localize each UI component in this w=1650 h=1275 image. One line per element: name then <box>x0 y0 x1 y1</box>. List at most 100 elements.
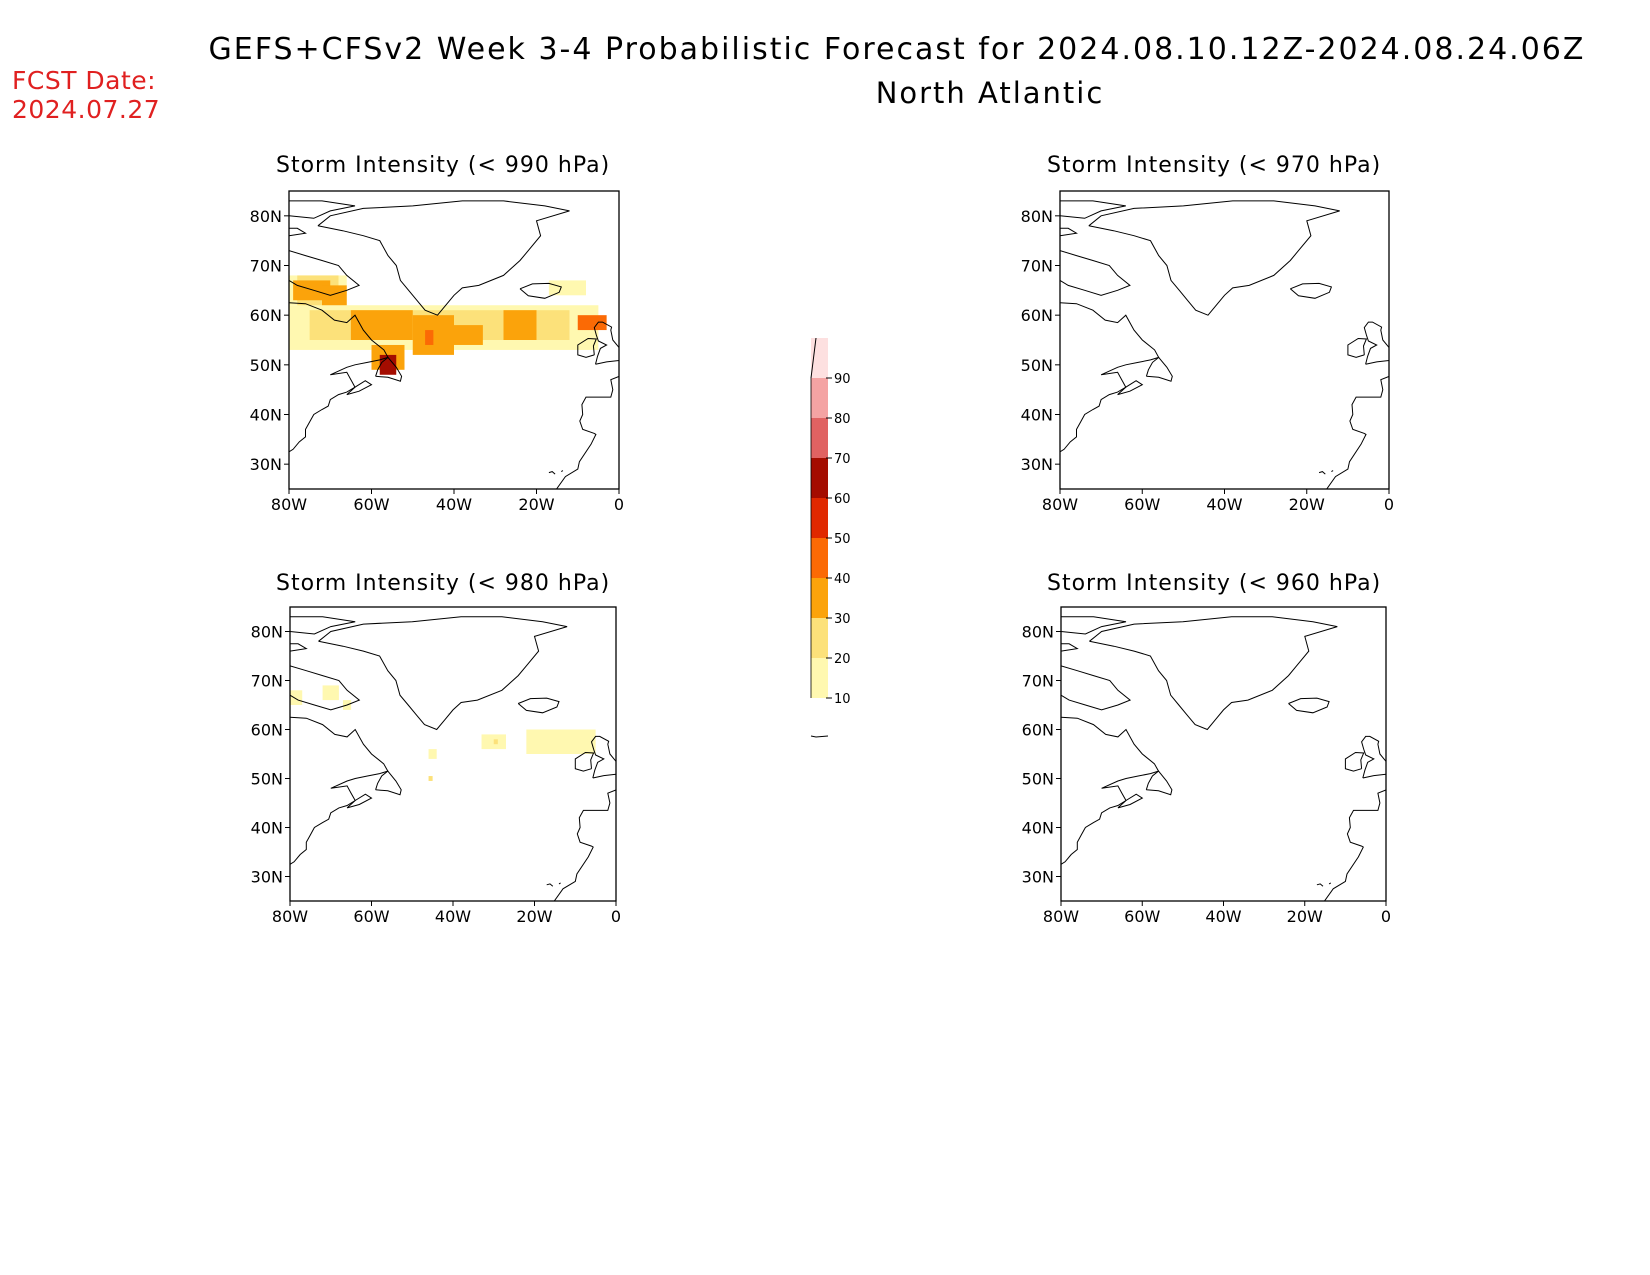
coastline <box>1145 356 1173 382</box>
prob-cell <box>379 354 397 375</box>
coastline <box>561 470 564 473</box>
y-tick-label: 60N <box>1021 306 1053 325</box>
coastline <box>1331 470 1334 473</box>
x-tick-label: 0 <box>1384 495 1394 514</box>
colorbar-tick-label: 30 <box>834 612 851 627</box>
colorbar-tick-label: 50 <box>834 532 851 547</box>
colorbar-swatch <box>811 378 828 418</box>
y-tick-label: 80N <box>1021 207 1053 226</box>
colorbar-tick-label: 80 <box>834 412 851 427</box>
colorbar-tick-label: 90 <box>834 372 851 387</box>
colorbar-swatch <box>811 498 828 538</box>
y-tick-label: 60N <box>1022 721 1054 740</box>
coastline <box>1060 302 1160 453</box>
prob-cell <box>454 325 483 345</box>
y-tick-label: 70N <box>1022 672 1054 691</box>
coastline <box>1288 697 1330 714</box>
panel-title: Storm Intensity (< 990 hPa) <box>276 153 610 178</box>
coastline <box>548 471 556 475</box>
coastline <box>290 616 356 635</box>
coastline <box>555 375 619 489</box>
panel-title: Storm Intensity (< 980 hPa) <box>276 571 610 596</box>
coastline <box>1061 665 1132 711</box>
coastline <box>1060 200 1126 219</box>
fcst-date-value: 2024.07.27 <box>12 95 161 124</box>
panel-title: Storm Intensity (< 960 hPa) <box>1047 571 1381 596</box>
y-tick-label: 50N <box>251 770 283 789</box>
prob-cell <box>322 685 339 701</box>
x-tick-label: 40W <box>1206 495 1242 514</box>
coastline <box>1061 716 1160 865</box>
coastlines <box>290 616 616 901</box>
prob-cell <box>548 280 586 296</box>
coastline <box>375 770 402 796</box>
y-tick-label: 30N <box>250 455 282 474</box>
prob-cell <box>577 315 607 331</box>
x-tick-label: 20W <box>1287 907 1323 926</box>
colorbar-swatch <box>811 538 828 578</box>
coastline <box>590 735 616 779</box>
coastlines <box>1060 200 1389 489</box>
coastline <box>558 882 561 885</box>
y-tick-label: 40N <box>250 406 282 425</box>
coastline <box>346 380 373 396</box>
coastline <box>290 716 389 865</box>
coastline <box>290 665 361 711</box>
colorbar-swatch <box>811 618 828 658</box>
x-tick-label: 60W <box>353 495 389 514</box>
fcst-date-label: FCST Date: <box>12 66 157 95</box>
map-frame <box>1059 190 1390 490</box>
x-tick-label: 20W <box>516 907 552 926</box>
x-tick-label: 60W <box>1124 907 1160 926</box>
x-tick-label: 0 <box>1381 907 1391 926</box>
x-tick-label: 80W <box>1042 495 1078 514</box>
coastline <box>317 200 570 316</box>
coastline <box>1061 643 1079 652</box>
panel-2: Storm Intensity (< 970 hPa) 80W 60W 40W 20W 0… <box>1021 153 1394 514</box>
y-tick-label: 30N <box>251 868 283 887</box>
prob-cell <box>293 280 331 301</box>
colorbar: 10 20 30 40 50 60 70 80 90 <box>810 337 851 738</box>
coastline <box>1344 751 1365 772</box>
coastline <box>1145 770 1173 796</box>
map-frame <box>1060 606 1387 902</box>
probability-shading <box>290 685 596 781</box>
x-tick-label: 80W <box>271 495 307 514</box>
y-tick-label: 60N <box>250 306 282 325</box>
x-tick-label: 60W <box>1124 495 1160 514</box>
y-tick-label: 40N <box>1022 819 1054 838</box>
coastline <box>574 751 595 772</box>
colorbar-tick-label: 60 <box>834 492 851 507</box>
y-tick-label: 70N <box>1021 257 1053 276</box>
coastline <box>1361 735 1386 779</box>
coastline <box>553 789 616 901</box>
x-tick-label: 0 <box>611 907 621 926</box>
coastline <box>1089 616 1338 731</box>
prob-cell <box>526 729 596 754</box>
coastlines <box>289 200 619 489</box>
colorbar-swatch <box>811 578 828 618</box>
coastline <box>289 250 361 296</box>
colorbar-bottom-cap <box>810 735 829 738</box>
y-tick-label: 50N <box>250 356 282 375</box>
coastlines <box>1061 616 1386 901</box>
probability-shading <box>289 275 607 375</box>
coastline <box>577 337 598 358</box>
coastline <box>375 356 403 382</box>
prob-cell <box>493 739 498 745</box>
colorbar-swatch <box>811 658 828 698</box>
coastline <box>1323 789 1386 901</box>
coastline <box>1088 200 1340 316</box>
panel-title: Storm Intensity (< 970 hPa) <box>1047 153 1381 178</box>
y-tick-label: 70N <box>251 672 283 691</box>
x-tick-label: 40W <box>436 495 472 514</box>
y-tick-label: 80N <box>251 623 283 642</box>
panel-3: Storm Intensity (< 980 hPa) 80W 60W 40W 20W 0… <box>251 571 621 926</box>
coastline <box>1347 337 1368 358</box>
prob-cell <box>428 776 433 781</box>
coastline <box>1316 883 1324 887</box>
coastline <box>519 282 562 299</box>
coastline <box>289 302 389 453</box>
colorbar-swatch <box>811 418 828 458</box>
coastline <box>1363 321 1389 365</box>
